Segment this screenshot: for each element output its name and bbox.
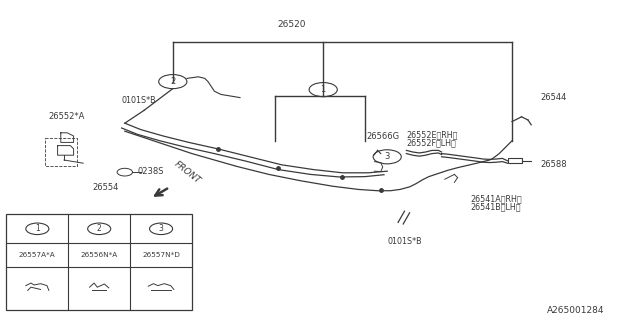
Text: 0101S*B: 0101S*B <box>387 237 422 246</box>
Text: 26557N*D: 26557N*D <box>142 252 180 258</box>
Text: 0238S: 0238S <box>138 167 164 176</box>
Text: 26552*A: 26552*A <box>48 112 84 121</box>
Text: 1: 1 <box>321 85 326 94</box>
Text: 26556N*A: 26556N*A <box>81 252 118 258</box>
Bar <box>508 158 522 163</box>
Text: 26552F〈LH〉: 26552F〈LH〉 <box>406 138 456 147</box>
Text: 2: 2 <box>170 77 175 86</box>
Text: 26588: 26588 <box>541 160 568 169</box>
Text: 1: 1 <box>35 224 40 233</box>
Text: 3: 3 <box>385 152 390 161</box>
Text: FRONT: FRONT <box>173 160 203 186</box>
Text: 26520: 26520 <box>277 20 305 28</box>
Text: 26554: 26554 <box>93 183 119 192</box>
Text: 26552E〈RH〉: 26552E〈RH〉 <box>406 130 458 139</box>
Text: 2: 2 <box>97 224 102 233</box>
Text: 0101S*B: 0101S*B <box>122 96 156 105</box>
Text: 26541B〈LH〉: 26541B〈LH〉 <box>470 202 521 211</box>
Text: 26566G: 26566G <box>367 132 400 140</box>
Text: 26557A*A: 26557A*A <box>19 252 56 258</box>
Bar <box>6 214 192 310</box>
Text: A265001284: A265001284 <box>547 306 605 315</box>
Text: 3: 3 <box>159 224 163 233</box>
Text: 26541A〈RH〉: 26541A〈RH〉 <box>470 194 522 203</box>
Text: 26544: 26544 <box>541 93 567 102</box>
